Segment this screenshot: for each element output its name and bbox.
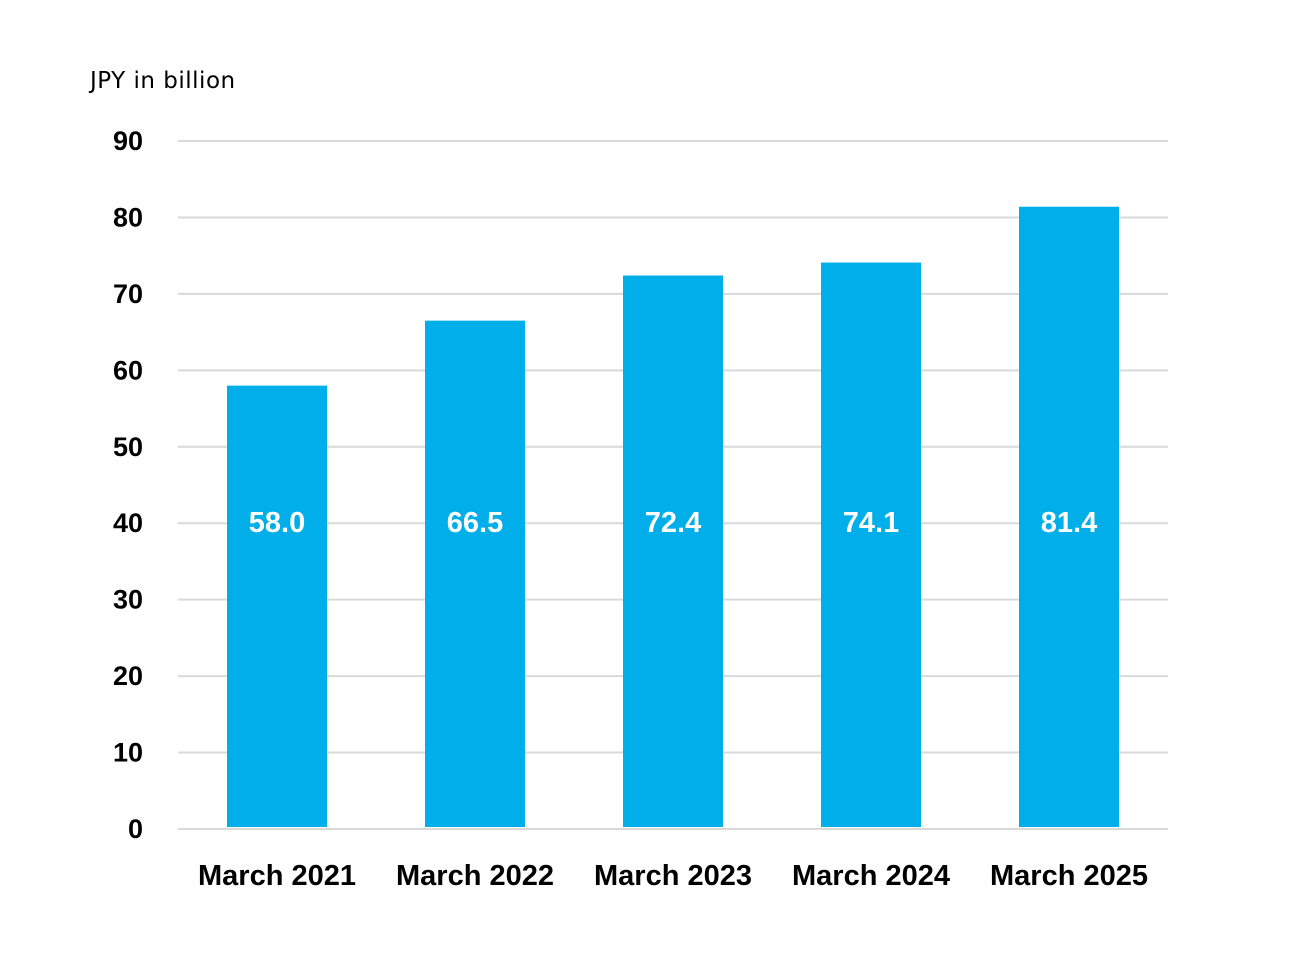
x-tick-label: March 2022 xyxy=(396,860,554,892)
x-tick-label: March 2023 xyxy=(594,860,752,892)
y-tick-label: 60 xyxy=(113,355,143,385)
x-tick-label: March 2021 xyxy=(198,860,356,892)
data-label: 66.5 xyxy=(447,507,503,539)
bar-march-2025 xyxy=(1019,206,1119,828)
bar-march-2021 xyxy=(227,385,327,827)
y-tick-label: 80 xyxy=(113,202,143,232)
data-label: 58.0 xyxy=(249,507,305,539)
y-tick-label: 10 xyxy=(113,738,143,768)
bars xyxy=(227,206,1119,828)
y-tick-label: 50 xyxy=(113,432,143,462)
data-labels: 58.0 66.5 72.4 74.1 81.4 xyxy=(249,507,1097,539)
data-label: 72.4 xyxy=(645,507,701,539)
bar-march-2022 xyxy=(425,320,525,827)
bar-march-2024 xyxy=(821,262,921,828)
y-tick-label: 30 xyxy=(113,585,143,615)
y-tick-label: 0 xyxy=(128,814,143,844)
data-label: 74.1 xyxy=(843,507,899,539)
y-tick-label: 20 xyxy=(113,661,143,691)
y-tick-label: 90 xyxy=(113,126,143,156)
y-tick-label: 70 xyxy=(113,279,143,309)
y-tick-label: 40 xyxy=(113,508,143,538)
x-tick-label: March 2025 xyxy=(990,860,1148,892)
data-label: 81.4 xyxy=(1041,507,1097,539)
x-axis-ticks: March 2021 March 2022 March 2023 March 2024… xyxy=(198,860,1148,892)
x-tick-label: March 2024 xyxy=(792,860,950,892)
y-axis-ticks: 0 10 20 30 40 50 60 70 80 90 xyxy=(113,126,143,844)
bar-march-2023 xyxy=(623,275,723,827)
y-axis-unit-label: JPY in billion xyxy=(88,68,236,94)
